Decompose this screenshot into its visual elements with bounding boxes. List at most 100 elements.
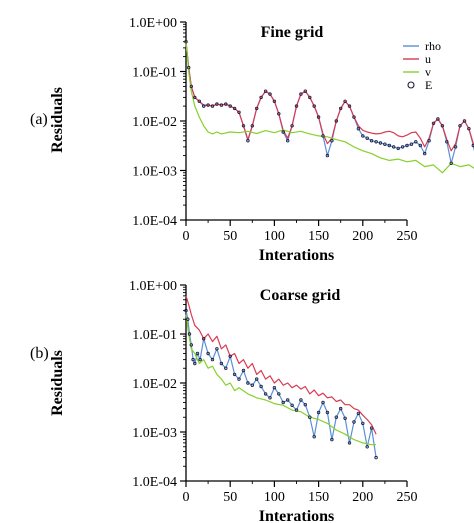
data-point [423,151,427,156]
data-point [339,106,343,111]
data-point [409,142,414,146]
data-point [241,124,246,128]
data-point [440,124,445,128]
x-tick-label: 250 [397,490,418,505]
data-point [219,103,224,107]
data-point [241,368,246,373]
data-point [449,161,453,165]
data-point [186,65,191,70]
data-point [224,366,228,370]
data-point [316,410,321,415]
data-point [210,104,215,108]
series-E-markers [184,40,474,165]
data-point [343,416,347,420]
data-point [281,130,285,134]
series-E-markers [184,308,378,460]
data-point [453,145,458,149]
panel-label: (b) [30,345,49,362]
data-point [396,146,400,151]
data-point [206,103,210,107]
x-tick-label: 100 [264,490,285,505]
y-tick-label: 1.0E-02 [132,377,177,392]
y-tick-label: 1.0E-04 [132,214,177,229]
data-point [325,410,330,415]
legend-entry: v [425,65,431,79]
x-tick-label: 0 [183,490,190,505]
data-point [303,89,307,93]
data-point [334,415,338,419]
chart-title: Coarse grid [260,287,341,304]
data-point [277,392,281,396]
x-tick-label: 200 [352,490,373,505]
data-point [255,106,259,111]
x-tick-label: 200 [352,229,373,244]
data-point [259,95,263,100]
x-tick-label: 150 [308,490,329,505]
series-v-line [185,41,474,174]
y-tick-label: 1.0E+00 [129,279,177,294]
data-point [330,138,334,143]
chart-title: Fine grid [261,24,324,41]
y-tick-label: 1.0E-01 [132,66,177,81]
data-point [184,308,188,313]
legend-marker [407,81,415,89]
data-point [347,441,352,445]
x-tick-label: 250 [397,229,418,244]
x-tick-label: 0 [183,229,190,244]
data-point [378,141,383,145]
series-v-line [185,314,377,446]
data-point [308,95,312,100]
data-point [281,400,285,405]
data-point [339,406,343,411]
data-point [312,435,316,439]
data-point [201,104,206,108]
data-point [272,99,277,103]
data-point [215,347,219,351]
data-point [237,110,241,114]
data-point [232,106,237,111]
data-point [352,115,356,119]
data-point [237,377,241,381]
data-point [268,92,272,96]
data-point [286,138,290,143]
data-point [467,126,471,131]
data-point [334,119,338,123]
data-point [431,121,436,125]
data-point [263,89,268,93]
data-point [286,398,290,402]
data-point [272,386,277,390]
data-point [255,377,259,381]
data-point [392,145,396,149]
data-point [387,143,391,148]
data-point [374,140,378,144]
data-point [206,351,210,356]
y-tick-label: 1.0E-03 [132,165,177,180]
data-point [215,102,219,106]
data-point [186,317,190,321]
data-point [303,403,307,407]
data-point [356,126,361,131]
data-point [232,372,237,377]
data-point [365,136,369,140]
x-tick-label: 150 [308,229,329,244]
data-point [263,392,268,396]
data-point [418,143,422,148]
x-axis-label: Interations [259,508,335,523]
legend-entry: rho [425,39,441,53]
data-point [356,411,361,416]
data-point [219,361,224,366]
data-point [268,396,272,400]
data-point [191,357,195,362]
data-point [361,134,365,138]
legend-entry: E [425,78,432,92]
data-point [369,426,374,430]
data-point [299,92,303,96]
y-tick-label: 1.0E-01 [132,328,177,343]
x-tick-label: 50 [223,490,237,505]
series-rho-line [185,310,377,458]
data-point [471,143,474,148]
data-point [352,420,356,424]
data-point [201,337,206,341]
data-point [193,95,197,100]
